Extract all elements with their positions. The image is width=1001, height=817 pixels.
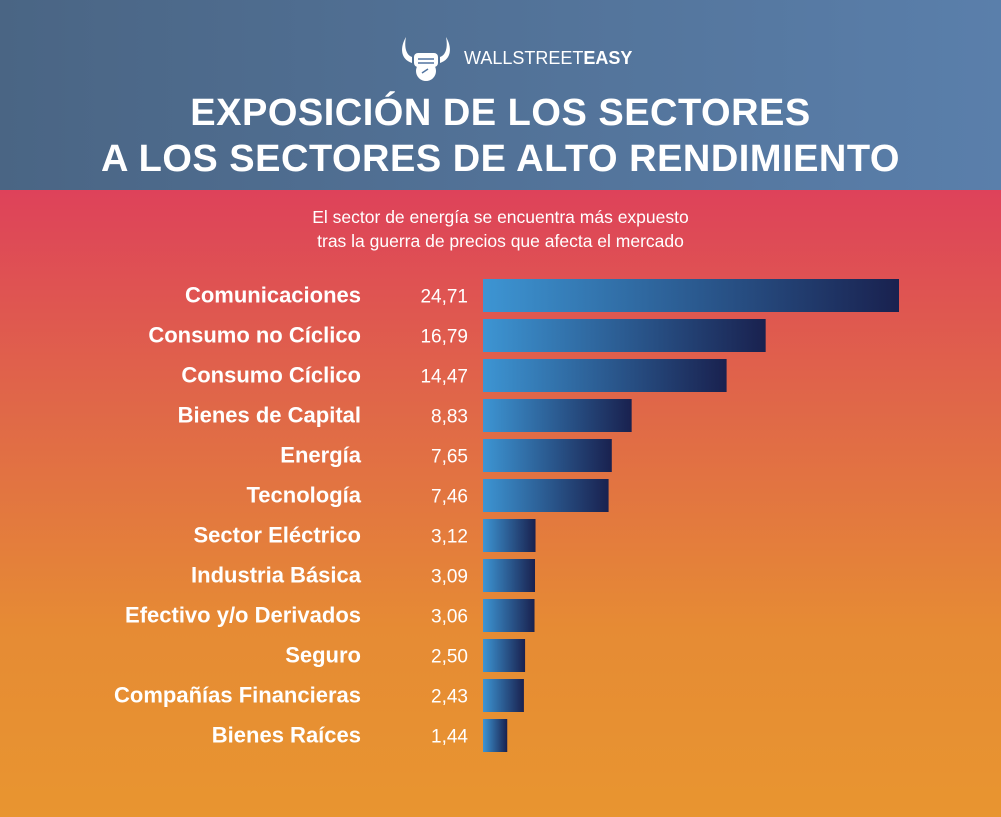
brand-name-light: WALLSTREET [464,47,584,68]
value-label: 14,47 [420,367,468,388]
bar-1 [483,319,766,352]
bar-6 [483,519,536,552]
category-label: Compañías Financieras [114,683,361,708]
title-line-1: EXPOSICIÓN DE LOS SECTORES [190,92,811,134]
bar-7 [483,559,536,592]
value-label: 2,43 [431,687,468,708]
bar-3 [483,399,632,432]
value-label: 7,46 [431,487,468,508]
value-label: 3,09 [431,567,468,588]
value-label: 3,06 [431,607,468,628]
value-label: 7,65 [431,447,468,468]
horned-fist-icon [402,37,450,81]
bar-0 [483,279,899,312]
category-label: Efectivo y/o Derivados [125,603,361,628]
value-label: 2,50 [431,647,468,668]
bar-9 [483,639,526,672]
value-label: 1,44 [431,727,468,748]
category-label: Sector Eléctrico [193,523,361,548]
brand-name: WALLSTREETEASY [464,48,632,69]
bar-10 [483,679,524,712]
value-label: 16,79 [420,327,468,348]
bar-11 [483,719,508,752]
title-line-2: A LOS SECTORES DE ALTO RENDIMIENTO [101,138,900,180]
brand-logo: WALLSTREETEASY [398,33,632,83]
category-label: Tecnología [247,483,362,508]
value-label: 24,71 [420,287,468,308]
brand-name-bold: EASY [583,47,633,68]
category-label: Comunicaciones [185,283,361,308]
category-label: Consumo Cíclico [181,363,361,388]
value-label: 3,12 [431,527,468,548]
bar-2 [483,359,727,392]
value-label: 8,83 [431,407,468,428]
category-label: Consumo no Cíclico [148,323,361,348]
category-label: Seguro [285,643,361,668]
header-band: WALLSTREETEASY EXPOSICIÓN DE LOS SECTORE… [0,0,1001,190]
bar-8 [483,599,535,632]
subtitle-line-2: tras la guerra de precios que afecta el … [317,231,684,251]
chart-subtitle: El sector de energía se encuentra más ex… [0,205,1001,253]
bar-4 [483,439,612,472]
category-label: Bienes Raíces [212,723,361,748]
subtitle-line-1: El sector de energía se encuentra más ex… [312,207,689,227]
chart-title: EXPOSICIÓN DE LOS SECTORES A LOS SECTORE… [0,90,1001,182]
category-label: Industria Básica [191,563,362,588]
category-label: Bienes de Capital [178,403,361,428]
bar-5 [483,479,609,512]
category-label: Energía [280,443,361,468]
